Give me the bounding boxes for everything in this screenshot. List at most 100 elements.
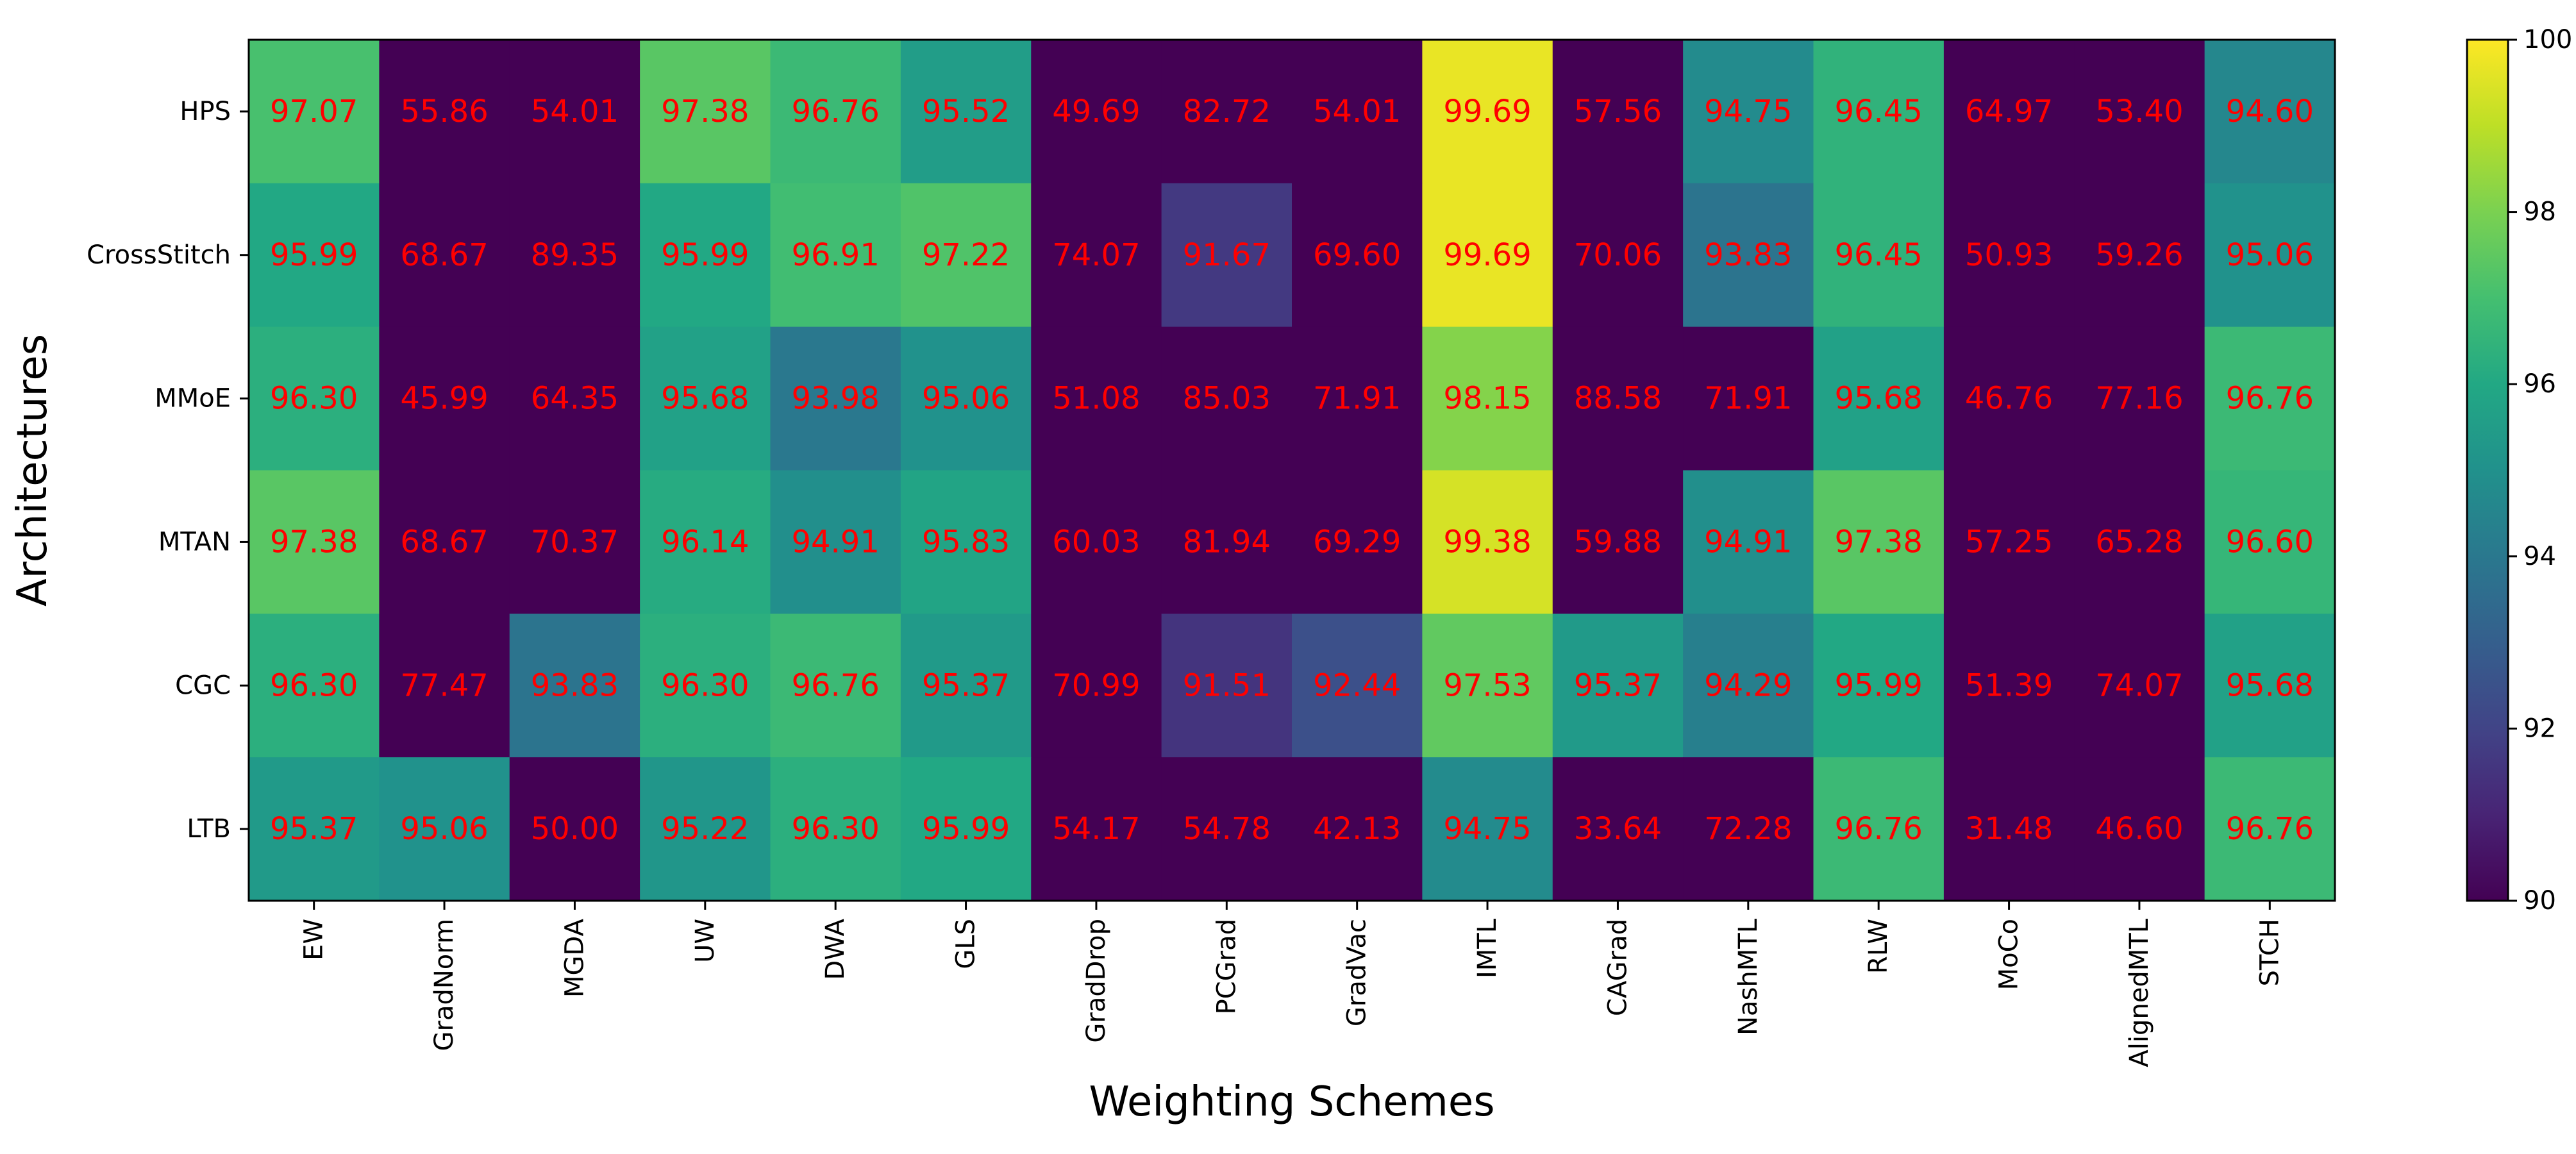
heatmap-cell xyxy=(2074,40,2205,184)
heatmap-cell xyxy=(379,470,510,614)
cell-value-label: 95.06 xyxy=(400,811,488,847)
cell-value-label: 94.91 xyxy=(791,524,879,560)
cell-value-label: 96.45 xyxy=(1834,237,1922,273)
heatmap-cell xyxy=(1552,326,1684,471)
colorbar: 90 92 94 96 98 100 xyxy=(2466,25,2572,916)
cell-value-label: 68.67 xyxy=(400,237,488,273)
cell-value-label: 64.35 xyxy=(531,381,619,417)
heatmap-cell xyxy=(1552,470,1684,614)
heatmap-value-labels: 97.07 55.86 54.01 97.38 96.76 95.52 49.69 82.72… xyxy=(270,94,2314,847)
cell-value-label: 95.22 xyxy=(661,811,749,847)
cell-value-label: 91.51 xyxy=(1183,667,1271,703)
cell-value-label: 42.13 xyxy=(1313,811,1401,847)
heatmap-cell xyxy=(1813,40,1945,184)
cell-value-label: 98.15 xyxy=(1443,381,1531,417)
cell-value-label: 95.37 xyxy=(270,811,358,847)
heatmap-cell xyxy=(249,326,380,471)
heatmap-cell xyxy=(1031,326,1162,471)
cell-value-label: 88.58 xyxy=(1574,381,1662,417)
cell-value-label: 92.44 xyxy=(1313,667,1401,703)
cell-value-label: 50.00 xyxy=(531,811,619,847)
cell-value-label: 99.69 xyxy=(1443,237,1531,273)
cell-value-label: 49.69 xyxy=(1052,94,1140,130)
heatmap-cell xyxy=(379,40,510,184)
cell-value-label: 95.06 xyxy=(2226,237,2314,273)
heatmap-cell xyxy=(1552,757,1684,901)
heatmap-cell xyxy=(1292,326,1423,471)
cell-value-label: 77.47 xyxy=(400,667,488,703)
cell-value-label: 96.60 xyxy=(2226,524,2314,560)
x-tick-label: GLS xyxy=(951,919,981,969)
cell-value-label: 95.99 xyxy=(661,237,749,273)
heatmap-cell xyxy=(1813,326,1945,471)
heatmap-cell xyxy=(1031,183,1162,328)
x-tick-label: DWA xyxy=(821,918,850,980)
heatmap-cell xyxy=(1813,614,1945,758)
heatmap-cell xyxy=(2074,757,2205,901)
heatmap-cell xyxy=(1683,326,1814,471)
heatmap-cell xyxy=(2074,326,2205,471)
x-tick-label: MoCo xyxy=(1995,919,2024,990)
x-tick-label: GradVac xyxy=(1342,919,1372,1026)
cell-value-label: 85.03 xyxy=(1183,381,1271,417)
heatmap-cell xyxy=(1813,470,1945,614)
cell-value-label: 89.35 xyxy=(531,237,619,273)
heatmap-cell xyxy=(1683,183,1814,328)
heatmap-cells xyxy=(249,40,2336,901)
heatmap-cell xyxy=(1422,470,1553,614)
x-tick-label: EW xyxy=(299,919,329,960)
heatmap-cell xyxy=(249,757,380,901)
cell-value-label: 97.38 xyxy=(1834,524,1922,560)
colorbar-tick-label: 94 xyxy=(2523,542,2556,571)
heatmap-cell xyxy=(509,40,640,184)
heatmap-cell xyxy=(1683,757,1814,901)
cell-value-label: 71.91 xyxy=(1313,381,1401,417)
heatmap-cell xyxy=(1292,757,1423,901)
cell-value-label: 68.67 xyxy=(400,524,488,560)
heatmap-cell xyxy=(1161,326,1292,471)
cell-value-label: 96.91 xyxy=(791,237,879,273)
cell-value-label: 93.98 xyxy=(791,381,879,417)
cell-value-label: 97.53 xyxy=(1443,667,1531,703)
y-tick-label: CrossStitch xyxy=(87,240,231,270)
heatmap-cell xyxy=(1161,183,1292,328)
cell-value-label: 70.37 xyxy=(531,524,619,560)
x-tick-label: GradNorm xyxy=(430,919,459,1051)
cell-value-label: 95.99 xyxy=(922,811,1010,847)
heatmap-cell xyxy=(249,40,380,184)
x-tick-label: GradDrop xyxy=(1082,919,1111,1043)
cell-value-label: 96.30 xyxy=(270,667,358,703)
heatmap-cell xyxy=(900,614,1032,758)
heatmap-cell xyxy=(379,326,510,471)
cell-value-label: 95.99 xyxy=(270,237,358,273)
cell-value-label: 93.83 xyxy=(531,667,619,703)
cell-value-label: 54.17 xyxy=(1052,811,1140,847)
heatmap-cell xyxy=(1943,614,2075,758)
heatmap-cell xyxy=(1292,183,1423,328)
cell-value-label: 70.06 xyxy=(1574,237,1662,273)
cell-value-label: 97.38 xyxy=(270,524,358,560)
heatmap-cell xyxy=(2204,614,2336,758)
cell-value-label: 95.37 xyxy=(1574,667,1662,703)
y-tick-label: CGC xyxy=(175,671,231,700)
heatmap-cell xyxy=(2204,183,2336,328)
heatmap-cell xyxy=(1292,40,1423,184)
heatmap-cell xyxy=(2204,757,2336,901)
cell-value-label: 94.29 xyxy=(1704,667,1792,703)
heatmap-cell xyxy=(640,40,771,184)
heatmap-cell xyxy=(1552,40,1684,184)
colorbar-tick-label: 90 xyxy=(2523,886,2556,916)
cell-value-label: 95.52 xyxy=(922,94,1010,130)
heatmap-cell xyxy=(1031,40,1162,184)
heatmap-cell xyxy=(2204,470,2336,614)
cell-value-label: 95.68 xyxy=(2226,667,2314,703)
cell-value-label: 31.48 xyxy=(1965,811,2053,847)
cell-value-label: 96.76 xyxy=(1834,811,1922,847)
x-tick-label: MGDA xyxy=(560,918,589,998)
heatmap-cell xyxy=(1683,470,1814,614)
cell-value-label: 51.39 xyxy=(1965,667,2053,703)
cell-value-label: 94.91 xyxy=(1704,524,1792,560)
cell-value-label: 96.30 xyxy=(270,381,358,417)
cell-value-label: 95.06 xyxy=(922,381,1010,417)
y-tick-label: LTB xyxy=(187,814,231,844)
